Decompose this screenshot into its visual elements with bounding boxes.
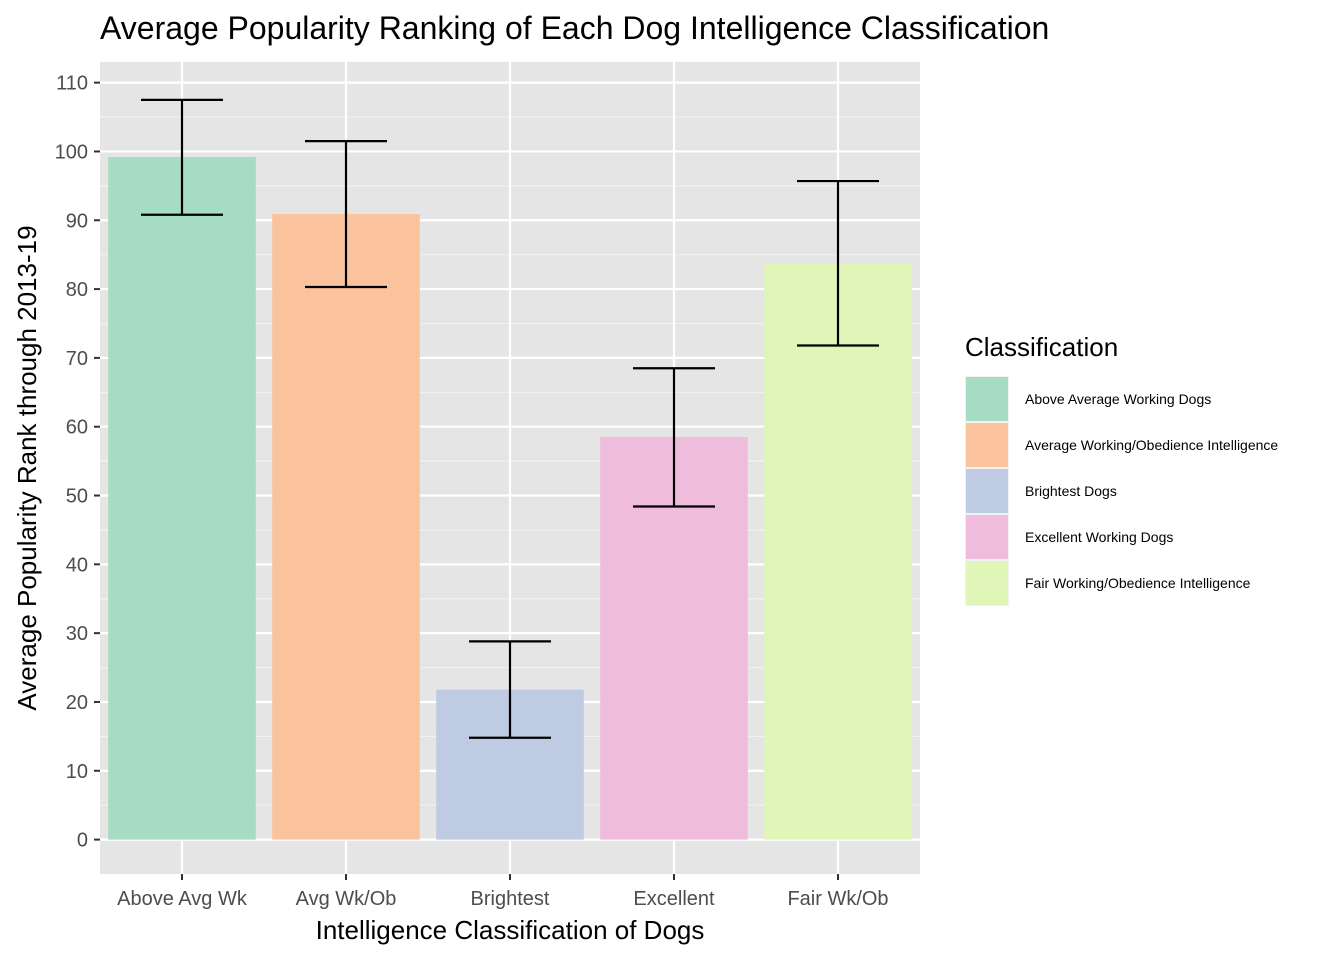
y-tick-label: 30 [66,623,88,645]
legend-label: Above Average Working Dogs [1025,391,1211,407]
bar [108,156,256,840]
y-tick-label: 60 [66,417,88,439]
y-tick-label: 100 [55,141,88,163]
x-axis: Above Avg Wk Avg Wk/Ob Brightest Excellent F… [117,874,889,910]
x-tick-label: Avg Wk/Ob [296,888,397,910]
x-tick-label: Brightest [471,888,550,910]
x-tick-label: Fair Wk/Ob [787,888,888,910]
y-tick-label: 40 [66,554,88,576]
y-tick-label: 50 [66,486,88,508]
x-tick-label: Excellent [633,888,715,910]
chart-title: Average Popularity Ranking of Each Dog I… [100,10,1049,46]
y-axis-title: Average Popularity Rank through 2013-19 [12,225,42,710]
legend-swatch [966,515,1008,559]
legend: Classification Above Average Working Dog… [965,332,1278,606]
legend-label: Fair Working/Obedience Intelligence [1025,575,1251,591]
legend-swatch [966,423,1008,467]
y-tick-label: 110 [56,73,88,95]
x-tick-label: Above Avg Wk [117,888,248,910]
y-tick-label: 70 [66,348,88,370]
legend-title: Classification [965,332,1118,362]
legend-swatch [966,561,1008,605]
y-tick-label: 80 [66,279,88,301]
error-bars [141,98,879,739]
bar [272,214,420,840]
legend-label: Average Working/Obedience Intelligence [1025,437,1278,453]
legend-swatch [966,469,1008,513]
y-axis: 0 10 20 30 40 50 60 70 80 90 100 110 [55,73,100,852]
y-tick-label: 90 [66,210,88,232]
y-tick-label: 0 [77,830,88,852]
legend-label: Brightest Dogs [1025,483,1117,499]
y-tick-label: 10 [66,761,88,783]
legend-label: Excellent Working Dogs [1025,529,1173,545]
x-axis-title: Intelligence Classification of Dogs [316,915,705,945]
legend-swatch [966,377,1008,421]
bar [764,263,912,840]
y-tick-label: 20 [66,692,88,714]
